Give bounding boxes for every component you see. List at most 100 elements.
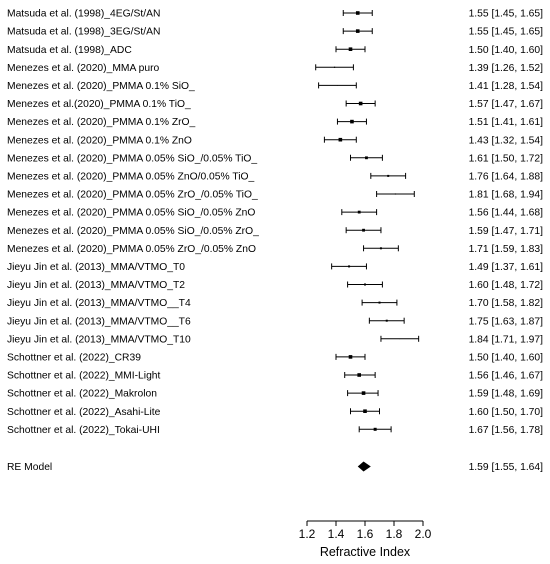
study-label: Schottner et al. (2022)_MMI-Light: [7, 371, 161, 382]
study-label: Menezes et al. (2020)_PMMA 0.05% ZrO_/0.…: [7, 190, 258, 201]
ci-value-label: 1.84 [1.71, 1.97]: [469, 334, 544, 345]
study-label: Menezes et al. (2020)_PMMA 0.05% SiO_/0.…: [7, 208, 255, 219]
study-label: Menezes et al. (2020)_PMMA 0.05% SiO_/0.…: [7, 226, 259, 237]
point-estimate: [373, 427, 377, 431]
study-row: Jieyu Jin et al. (2013)_MMA/VTMO_T0 1.49 …: [7, 262, 543, 273]
x-tick-label: 1.4: [328, 527, 345, 541]
study-label: Menezes et al. (2020)_PMMA 0.05% ZrO_/0.…: [7, 244, 256, 255]
ci-value-label: 1.56 [1.44, 1.68]: [469, 208, 544, 219]
ci-value-label: 1.57 [1.47, 1.67]: [469, 99, 544, 110]
ci-value-label: 1.60 [1.50, 1.70]: [469, 407, 544, 418]
point-estimate: [357, 373, 361, 377]
point-estimate: [355, 29, 360, 33]
ci-value-label: 1.55 [1.45, 1.65]: [469, 9, 544, 20]
study-row: Menezes et al. (2020)_PMMA 0.05% ZrO_/0.…: [7, 190, 543, 201]
ci-value-label: 1.50 [1.40, 1.60]: [469, 45, 544, 56]
study-row: Menezes et al. (2020)_PMMA 0.1% ZrO_ 1.51…: [7, 117, 543, 128]
study-row: Schottner et al. (2022)_CR39 1.50 [1.40, …: [7, 353, 543, 364]
study-label: Menezes et al. (2020)_MMA puro: [7, 63, 160, 74]
ci-value-label: 1.70 [1.58, 1.82]: [469, 298, 544, 309]
study-row: Matsuda et al. (1998)_ADC 1.50 [1.40, 1.6…: [7, 45, 543, 56]
point-estimate: [333, 66, 336, 68]
ci-value-label: 1.43 [1.32, 1.54]: [469, 135, 544, 146]
study-label: Jieyu Jin et al. (2013)_MMA/VTMO__T6: [7, 316, 191, 327]
study-rows: Matsuda et al. (1998)_4EG/St/AN 1.55 [1.4…: [7, 9, 543, 436]
study-row: Matsuda et al. (1998)_3EG/St/AN 1.55 [1.4…: [7, 27, 543, 38]
study-label: Menezes et al. (2020)_PMMA 0.05% SiO_/0.…: [7, 153, 257, 164]
ci-value-label: 1.49 [1.37, 1.61]: [469, 262, 544, 273]
point-estimate: [350, 119, 354, 124]
x-tick-label: 1.6: [357, 527, 374, 541]
ci-value-label: 1.41 [1.28, 1.54]: [469, 81, 544, 92]
point-estimate: [379, 247, 382, 250]
study-row: Jieyu Jin et al. (2013)_MMA/VTMO__T6 1.75…: [7, 316, 543, 327]
point-estimate: [361, 391, 366, 395]
study-row: Schottner et al. (2022)_Asahi-Lite 1.60 […: [7, 407, 543, 418]
ci-value-label: 1.59 [1.48, 1.69]: [469, 389, 544, 400]
study-label: Schottner et al. (2022)_Asahi-Lite: [7, 407, 161, 418]
ci-value-label: 1.39 [1.26, 1.52]: [469, 63, 544, 74]
point-estimate: [362, 228, 365, 232]
summary-diamond: [357, 461, 371, 472]
ci-value-label: 1.50 [1.40, 1.60]: [469, 353, 544, 364]
x-tick-label: 2.0: [415, 527, 432, 541]
study-row: Menezes et al. (2020)_PMMA 0.05% ZnO/0.0…: [7, 172, 543, 183]
ci-value-label: 1.55 [1.45, 1.65]: [469, 27, 544, 38]
study-label: Menezes et al. (2020)_PMMA 0.1% SiO_: [7, 81, 195, 92]
study-row: Menezes et al. (2020)_MMA puro 1.39 [1.26…: [7, 63, 543, 74]
ci-value-label: 1.51 [1.41, 1.61]: [469, 117, 544, 128]
study-label: Matsuda et al. (1998)_4EG/St/AN: [7, 9, 160, 20]
point-estimate: [394, 193, 397, 195]
ci-value-label: 1.56 [1.46, 1.67]: [469, 371, 544, 382]
ci-value-label: 1.60 [1.48, 1.72]: [469, 280, 544, 291]
ci-value-label: 1.71 [1.59, 1.83]: [469, 244, 544, 255]
study-label: Matsuda et al. (1998)_ADC: [7, 45, 132, 56]
ci-value-label: 1.75 [1.63, 1.87]: [469, 316, 544, 327]
point-estimate: [338, 137, 343, 142]
study-label: Jieyu Jin et al. (2013)_MMA/VTMO_T0: [7, 262, 185, 273]
study-row: Menezes et al.(2020)_PMMA 0.1% TiO_ 1.57 …: [7, 99, 543, 110]
ci-value-label: 1.81 [1.68, 1.94]: [469, 190, 544, 201]
point-estimate: [337, 85, 338, 86]
study-label: Jieyu Jin et al. (2013)_MMA/VTMO_T10: [7, 334, 191, 345]
study-row: Schottner et al. (2022)_Tokai-UHI 1.67 [1…: [7, 425, 543, 436]
study-label: Menezes et al. (2020)_PMMA 0.1% ZrO_: [7, 117, 196, 128]
study-row: Menezes et al. (2020)_PMMA 0.1% SiO_ 1.41…: [7, 81, 543, 92]
point-estimate: [364, 283, 366, 286]
x-axis: 1.2 1.4 1.6 1.8 2.0 Refractive Index: [299, 520, 432, 559]
study-label: Schottner et al. (2022)_Tokai-UHI: [7, 425, 160, 436]
study-row: Menezes et al. (2020)_PMMA 0.1% ZnO 1.43 …: [7, 135, 543, 146]
point-estimate: [387, 174, 390, 177]
point-estimate: [358, 101, 363, 106]
point-estimate: [355, 11, 360, 15]
ci-value-label: 1.67 [1.56, 1.78]: [469, 425, 544, 436]
study-row: Menezes et al. (2020)_PMMA 0.05% SiO_/0.…: [7, 153, 543, 164]
x-axis-ticks: 1.2 1.4 1.6 1.8 2.0: [299, 521, 432, 541]
summary-ci-label: 1.59 [1.55, 1.64]: [469, 462, 544, 473]
point-estimate: [363, 409, 367, 413]
study-label: Schottner et al. (2022)_Makrolon: [7, 389, 157, 400]
summary-row: RE Model 1.59 [1.55, 1.64]: [7, 461, 544, 473]
study-row: Matsuda et al. (1998)_4EG/St/AN 1.55 [1.4…: [7, 9, 543, 20]
ci-value-label: 1.59 [1.47, 1.71]: [469, 226, 544, 237]
point-estimate: [378, 301, 381, 304]
ci-value-label: 1.76 [1.64, 1.88]: [469, 172, 544, 183]
summary-label: RE Model: [7, 462, 52, 473]
study-label: Matsuda et al. (1998)_3EG/St/AN: [7, 27, 160, 38]
point-estimate: [348, 47, 353, 51]
study-label: Jieyu Jin et al. (2013)_MMA/VTMO_T2: [7, 280, 185, 291]
study-row: Schottner et al. (2022)_Makrolon 1.59 [1.…: [7, 389, 543, 400]
study-row: Schottner et al. (2022)_MMI-Light 1.56 [1…: [7, 371, 543, 382]
study-row: Jieyu Jin et al. (2013)_MMA/VTMO_T2 1.60 …: [7, 280, 543, 291]
study-label: Schottner et al. (2022)_CR39: [7, 353, 141, 364]
study-row: Jieyu Jin et al. (2013)_MMA/VTMO__T4 1.70…: [7, 298, 543, 309]
x-tick-label: 1.8: [386, 527, 403, 541]
point-estimate: [399, 338, 401, 340]
x-axis-title: Refractive Index: [320, 545, 411, 559]
point-estimate: [385, 319, 388, 322]
ci-value-label: 1.61 [1.50, 1.72]: [469, 153, 544, 164]
point-estimate: [348, 265, 351, 268]
study-row: Menezes et al. (2020)_PMMA 0.05% SiO_/0.…: [7, 226, 543, 237]
point-estimate: [348, 355, 353, 359]
